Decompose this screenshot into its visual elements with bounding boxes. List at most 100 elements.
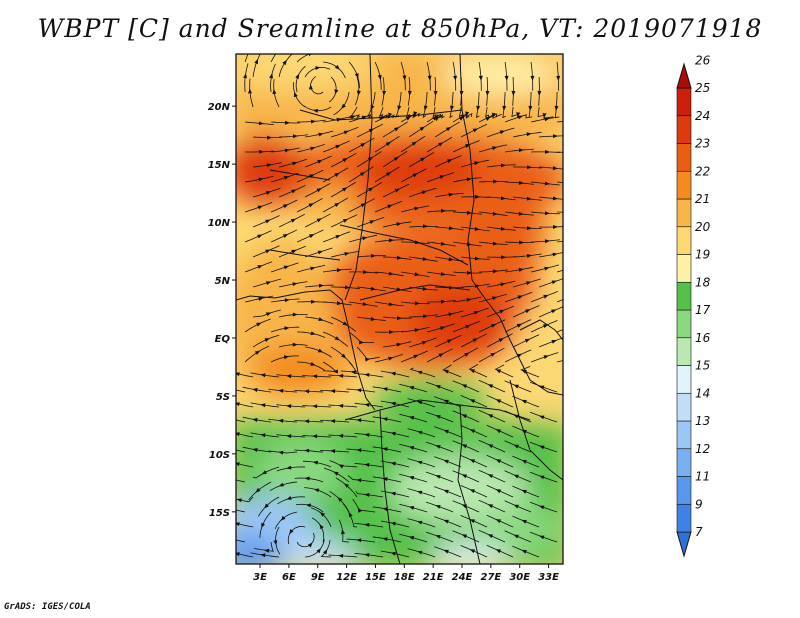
streamline-arrow (311, 299, 317, 304)
streamline-arrow (552, 252, 558, 257)
streamline-arrow (422, 257, 428, 261)
streamline-arrow (511, 90, 516, 96)
streamline-arrow (332, 369, 338, 374)
streamline-arrow (382, 537, 388, 542)
streamline-arrow (388, 356, 394, 361)
streamline-arrow (443, 399, 449, 404)
streamline-arrow (390, 461, 396, 466)
streamline-arrow (435, 415, 441, 419)
streamline-arrow (492, 241, 498, 246)
streamline-arrow (382, 90, 387, 96)
wbpt-shading (236, 54, 563, 564)
colorbar-label: 23 (695, 137, 710, 151)
streamline-arrow (356, 538, 362, 543)
streamline-arrow (356, 418, 362, 423)
streamline-arrow (310, 331, 316, 336)
colorbar-label: 11 (695, 470, 710, 484)
streamline-arrow (316, 548, 321, 554)
streamline-arrow (554, 105, 559, 111)
streamline-arrow (443, 519, 449, 524)
streamline-arrow (504, 75, 509, 81)
streamline-arrow (342, 187, 348, 192)
streamline (557, 121, 563, 123)
streamline-arrow (390, 551, 396, 556)
streamline-arrow (502, 105, 507, 111)
streamline-arrow (542, 113, 547, 119)
streamline-arrow (396, 342, 402, 347)
streamline-arrow (414, 206, 420, 211)
streamline-arrow (553, 134, 558, 139)
streamline-arrow (513, 444, 519, 449)
streamline-arrow (478, 75, 483, 81)
streamline-arrow (291, 249, 297, 254)
streamline-arrow (539, 415, 545, 420)
streamline-arrow (264, 338, 270, 342)
streamline-arrow (266, 312, 272, 317)
streamline-arrow (307, 542, 313, 548)
streamline-arrow (267, 135, 273, 140)
colorbar-segment (676, 337, 692, 366)
streamline-arrow (283, 265, 290, 270)
colorbar-segment (676, 281, 692, 311)
streamline-arrow (261, 470, 267, 475)
streamline-arrow (528, 105, 533, 111)
latitude-axis: 20N 15N 10N 5N EQ 5S 10S 15S (208, 102, 236, 519)
colorbar-label: 12 (695, 442, 710, 456)
streamline-arrow (487, 534, 494, 539)
streamline-arrow (388, 302, 394, 307)
streamline-arrow (259, 149, 265, 154)
streamline-arrow (292, 342, 298, 347)
colorbar-high-arrow (676, 62, 692, 89)
streamline-arrow (435, 475, 441, 479)
colorbar-label: 9 (695, 497, 703, 511)
streamline-arrow (495, 519, 502, 524)
streamline-arrow (513, 384, 519, 389)
streamline-arrow (440, 299, 447, 304)
streamline-arrow (252, 388, 258, 392)
streamline-arrow (539, 475, 545, 480)
longitude-axis: 3E 6E 9E 12E 15E 18E 21E 24E 27E 30E 33E (253, 564, 559, 583)
streamline-arrow (344, 285, 350, 290)
streamline-arrow (461, 444, 467, 449)
streamline-arrow (448, 257, 454, 262)
streamline-arrow (341, 353, 347, 359)
streamline-arrow (334, 202, 340, 207)
streamline-arrow (402, 75, 407, 81)
streamline-arrow (521, 519, 527, 524)
streamline-arrow (513, 504, 519, 509)
grads-credit: GrADS: IGES/COLA (4, 602, 91, 612)
streamline-arrow (284, 326, 290, 331)
streamline-arrow (513, 474, 519, 479)
streamline-arrow (249, 45, 253, 50)
streamline-arrow (334, 172, 340, 177)
streamline-arrow (304, 448, 310, 453)
streamline-arrow (370, 286, 376, 291)
streamline-arrow (476, 105, 481, 111)
streamline-arrow (474, 161, 480, 166)
streamline-arrow (500, 163, 506, 168)
streamline-arrow (377, 74, 382, 81)
streamline-arrow (461, 384, 467, 389)
streamline-arrow (469, 369, 476, 374)
streamline-arrow (236, 372, 240, 377)
streamline-arrow (421, 190, 428, 195)
streamline-arrow (286, 496, 292, 500)
streamline-arrow (394, 188, 401, 193)
streamline-arrow (544, 117, 550, 122)
streamline-arrow (519, 240, 525, 245)
streamline-arrow (236, 462, 240, 467)
colorbar-segment (676, 170, 692, 200)
lon-label: 6E (282, 572, 296, 583)
colorbar-label: 17 (695, 303, 711, 317)
streamline-arrow (423, 105, 428, 111)
streamline-arrow (265, 219, 271, 224)
streamline-arrow (341, 529, 345, 535)
streamline-arrow (443, 489, 449, 494)
streamline-arrow (342, 321, 348, 326)
streamline-arrow (319, 524, 324, 530)
streamline-arrow (571, 181, 576, 185)
streamline-arrow (365, 357, 371, 362)
streamline-arrow (472, 128, 478, 133)
lon-label: 3E (253, 572, 267, 583)
streamline (485, 106, 498, 119)
